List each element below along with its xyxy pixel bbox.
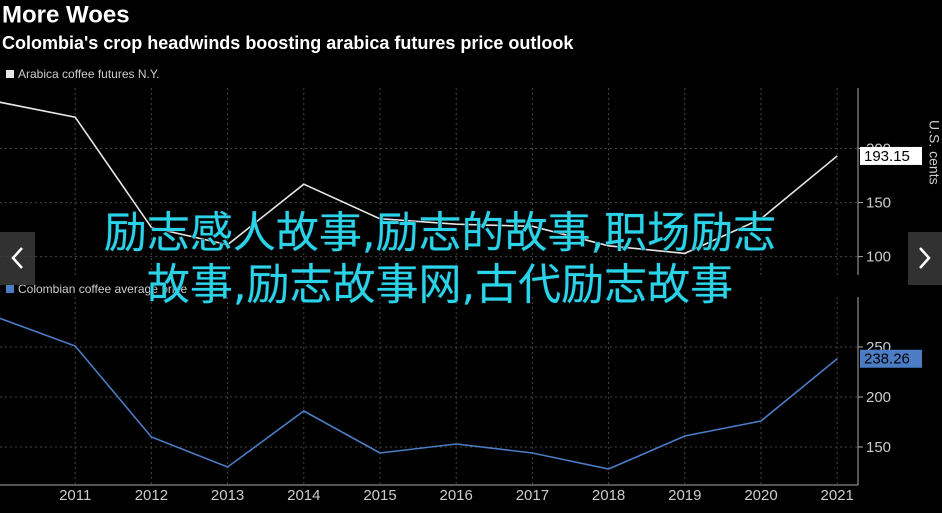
y-tick-label: 150	[866, 439, 891, 456]
overlay-text: 励志感人故事,励志的故事,职场励志	[104, 209, 776, 259]
last-value-box	[860, 146, 922, 165]
x-tick-label: 2021	[821, 487, 854, 504]
legend-swatch	[6, 285, 14, 293]
x-tick-label: 2019	[668, 487, 701, 504]
x-tick-label: 2015	[363, 487, 396, 504]
x-tick-label: 2018	[592, 487, 625, 504]
last-value-label: 193.15	[864, 148, 910, 165]
x-tick-label: 2017	[516, 487, 549, 504]
legend-label: Arabica coffee futures N.Y.	[18, 67, 160, 81]
charts: 100 150 200 U.S. cents 193.15 Arabica coffee …	[0, 67, 942, 504]
data-line	[0, 101, 838, 255]
y-tick-label: 150	[866, 195, 891, 212]
last-value-label: 238.26	[864, 351, 910, 368]
next-button[interactable]	[908, 232, 942, 285]
next-icon[interactable]	[919, 247, 931, 269]
last-value-box	[860, 349, 922, 368]
x-tick-label: 2013	[211, 487, 244, 504]
y-tick-label: 100	[866, 249, 891, 266]
data-line	[0, 317, 838, 470]
subtitle: Colombia's crop headwinds boosting arabi…	[2, 33, 574, 53]
y-tick-label: 200	[866, 389, 891, 406]
y-axis-label: U.S. cents	[926, 120, 942, 185]
x-tick-label: 2014	[287, 487, 320, 504]
x-tick-label: 2011	[59, 487, 91, 504]
prev-icon[interactable]	[11, 247, 23, 269]
x-tick-label: 2020	[744, 487, 777, 504]
legend-swatch	[6, 70, 14, 78]
overlay-text: 故事,励志故事网,古代励志故事	[147, 261, 733, 311]
x-tick-label: 2016	[440, 487, 473, 504]
legend-label: Colombian coffee average price	[18, 282, 188, 296]
x-tick-label: 2012	[135, 487, 168, 504]
title: More Woes	[2, 1, 130, 28]
prev-button[interactable]	[0, 232, 35, 285]
